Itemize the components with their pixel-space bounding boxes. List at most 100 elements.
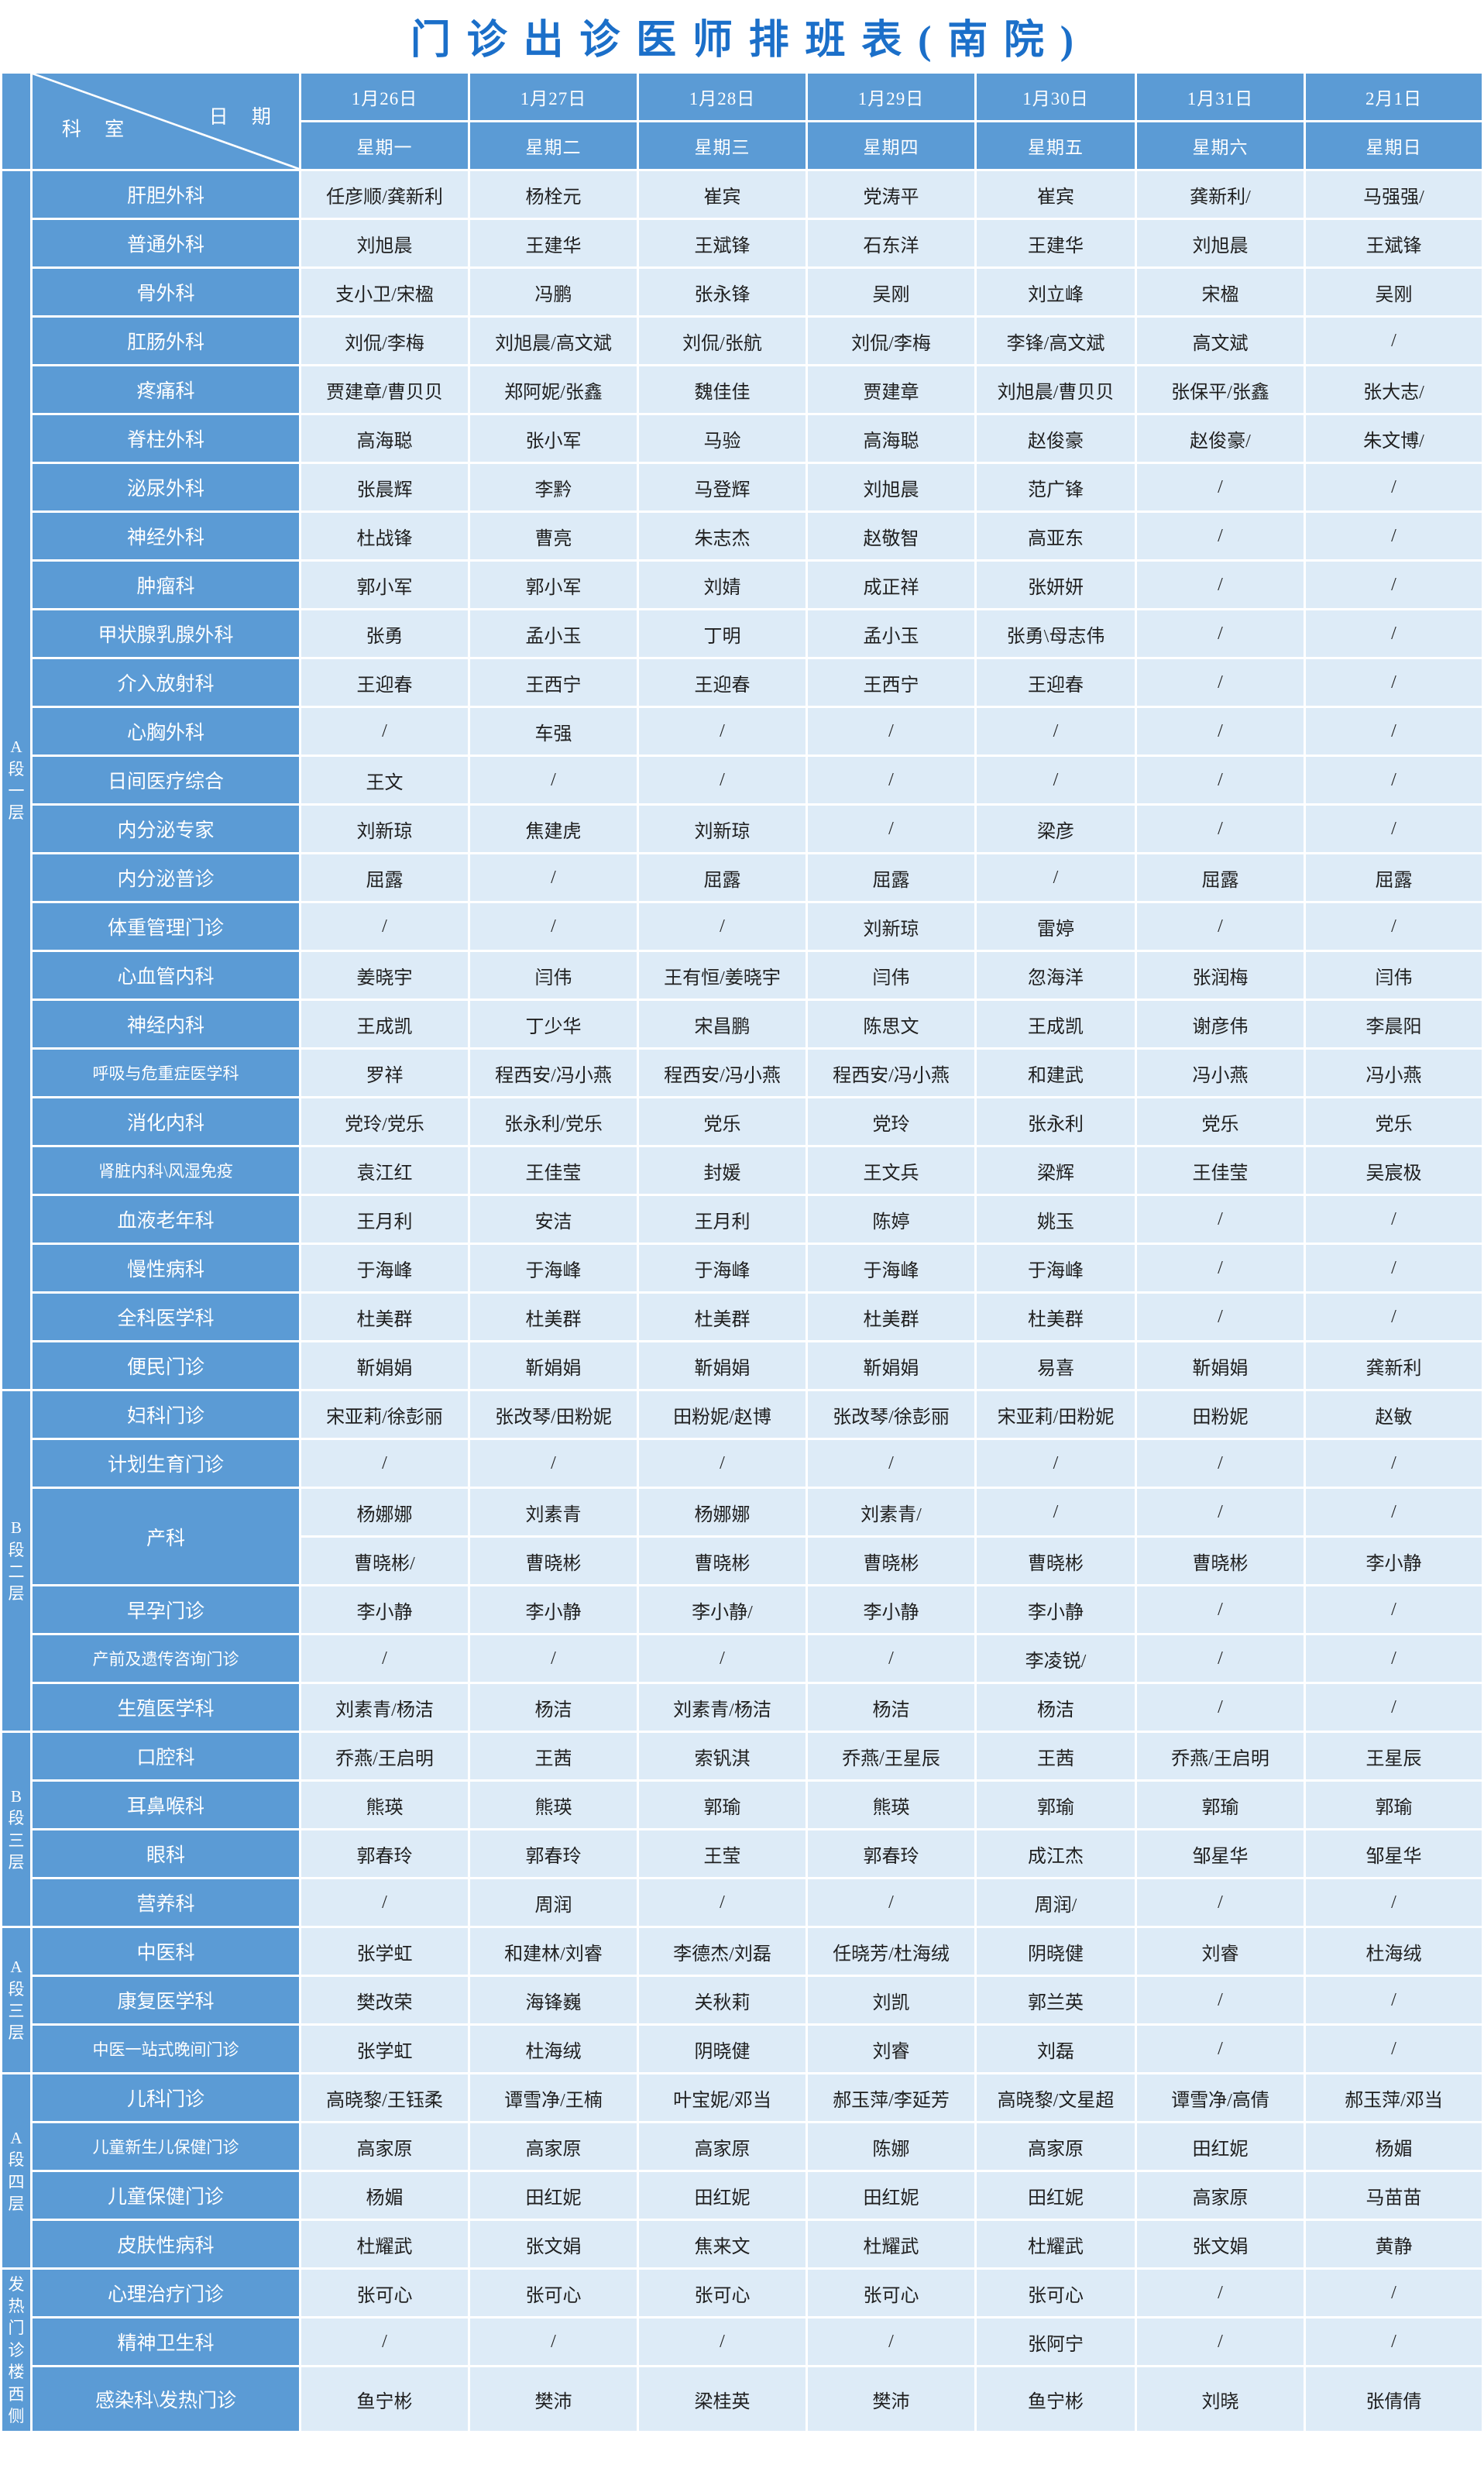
schedule-cell: 刘旭晨/高文斌 xyxy=(470,318,637,364)
schedule-cell: 石东洋 xyxy=(808,220,974,266)
schedule-cell: / xyxy=(1137,562,1304,608)
schedule-cell: / xyxy=(1306,2026,1482,2072)
page-title: 门诊出诊医师排班表(南院) xyxy=(410,18,1090,63)
date-header-cell: 1月27日 xyxy=(470,74,637,120)
dept-cell: 脊柱外科 xyxy=(33,415,299,462)
schedule-cell: 张润梅 xyxy=(1137,952,1304,999)
schedule-cell: 高晓黎/王钰柔 xyxy=(301,2074,468,2121)
schedule-cell: 刘睿 xyxy=(808,2026,974,2072)
schedule-cell: 张学虹 xyxy=(301,1928,468,1975)
schedule-cell: 刘新琼 xyxy=(808,903,974,950)
schedule-cell: 陈婷 xyxy=(808,1196,974,1243)
schedule-cell: 王佳莹 xyxy=(1137,1147,1304,1194)
schedule-row: 计划生育门诊 / / / / / / / xyxy=(2,1440,1482,1487)
schedule-row: 康复医学科 樊改荣 海锋巍 关秋莉 刘凯 郭兰英 / / xyxy=(2,1977,1482,2023)
schedule-cell: 刘旭晨 xyxy=(808,464,974,510)
schedule-cell: 张阿宁 xyxy=(977,2318,1135,2365)
schedule-cell: 朱文博/ xyxy=(1306,415,1482,462)
corner-dept-label: 科 室 xyxy=(61,119,134,141)
dept-cell: 肿瘤科 xyxy=(33,562,299,608)
schedule-row: 呼吸与危重症医学科 罗祥 程西安/冯小燕 程西安/冯小燕 程西安/冯小燕 和建武 冯小燕 冯小… xyxy=(2,1050,1482,1096)
schedule-cell: 屈露 xyxy=(639,854,806,901)
schedule-cell: / xyxy=(1306,610,1482,657)
schedule-cell: 杜战锋 xyxy=(301,513,468,559)
schedule-row: A段 四层 儿科门诊 高晓黎/王钰柔 谭雪净/王楠 叶宝妮/邓当 郝玉萍/李延芳 高晓黎/文… xyxy=(2,2074,1482,2267)
schedule-cell: 李晨阳 xyxy=(1306,1001,1482,1047)
dept-cell: 早孕门诊 xyxy=(33,1586,299,1633)
schedule-cell: 赵俊豪/ xyxy=(1137,415,1304,462)
schedule-cell: 海锋巍 xyxy=(470,1977,637,2023)
schedule-cell: 高晓黎/文星超 xyxy=(977,2074,1135,2121)
schedule-cell: 田红妮 xyxy=(639,2172,806,2219)
schedule-row: 肿瘤科 郭小军 郭小军 刘婧 成正祥 张妍妍 / / xyxy=(2,562,1482,608)
schedule-cell: 张可心 xyxy=(977,2270,1135,2316)
dept-cell: 耳鼻喉科 xyxy=(33,1782,299,1828)
schedule-cell: 范广锋 xyxy=(977,464,1135,510)
schedule-cell: 罗祥 xyxy=(301,1050,468,1096)
dept-cell: 全科医学科 xyxy=(33,1294,299,1340)
schedule-cell: 王西宁 xyxy=(470,659,637,706)
schedule-cell: 于海峰 xyxy=(639,1245,806,1291)
schedule-cell: / xyxy=(977,708,1135,754)
schedule-cell: 刘凯 xyxy=(808,1977,974,2023)
schedule-cell: 高家原 xyxy=(977,2123,1135,2170)
schedule-row: 肾脏内科\风湿免疫 袁江红 王佳莹 封媛 王文兵 梁辉 王佳莹 吴宸极 xyxy=(2,1147,1482,1194)
dept-cell: 日间医疗综合 xyxy=(33,757,299,803)
schedule-cell: 贾建章/曹贝贝 xyxy=(301,366,468,413)
schedule-cell: 党玲 xyxy=(808,1098,974,1145)
schedule-cell: 赵敏 xyxy=(1306,1391,1482,1438)
schedule-cell: 刘旭晨 xyxy=(1137,220,1304,266)
schedule-cell: / xyxy=(1306,708,1482,754)
schedule-cell: 鱼宁彬 xyxy=(977,2367,1135,2431)
dept-cell: 普通外科 xyxy=(33,220,299,266)
schedule-cell: 丁明 xyxy=(639,610,806,657)
schedule-cell: / xyxy=(639,2318,806,2365)
schedule-cell: 刘素青/ xyxy=(808,1489,974,1535)
dept-cell: 泌尿外科 xyxy=(33,464,299,510)
dept-cell: 皮肤性病科 xyxy=(33,2221,299,2267)
schedule-row: 介入放射科 王迎春 王西宁 王迎春 王西宁 王迎春 / / xyxy=(2,659,1482,706)
schedule-cell: 郭瑜 xyxy=(639,1782,806,1828)
schedule-cell: 陈思文 xyxy=(808,1001,974,1047)
dept-cell: 感染科\发热门诊 xyxy=(33,2367,299,2431)
schedule-cell: 张保平/张鑫 xyxy=(1137,366,1304,413)
schedule-cell: / xyxy=(808,2318,974,2365)
weekday-header-cell: 星期一 xyxy=(301,122,468,169)
dept-cell: 中医科 xyxy=(33,1928,299,1975)
date-header-cell: 1月29日 xyxy=(808,74,974,120)
schedule-cell: 马验 xyxy=(639,415,806,462)
schedule-cell: 张学虹 xyxy=(301,2026,468,2072)
dept-cell: 骨外科 xyxy=(33,269,299,315)
schedule-cell: 杨洁 xyxy=(470,1684,637,1731)
schedule-cell: / xyxy=(808,1879,974,1926)
schedule-row: 儿童保健门诊 杨媚 田红妮 田红妮 田红妮 田红妮 高家原 马苗苗 xyxy=(2,2172,1482,2219)
corner-date-label: 日 期 xyxy=(208,107,280,129)
dept-cell: 神经外科 xyxy=(33,513,299,559)
schedule-row: 眼科 郭春玲 郭春玲 王莹 郭春玲 成江杰 邹星华 邹星华 xyxy=(2,1830,1482,1877)
schedule-cell: 邹星华 xyxy=(1137,1830,1304,1877)
schedule-cell: 黄静 xyxy=(1306,2221,1482,2267)
schedule-cell: / xyxy=(808,757,974,803)
schedule-cell: / xyxy=(1306,1879,1482,1926)
corner-diagonal-cell: 科 室 日 期 xyxy=(33,74,299,169)
schedule-cell: / xyxy=(977,757,1135,803)
schedule-cell: / xyxy=(808,806,974,852)
schedule-cell: / xyxy=(1137,1440,1304,1487)
schedule-row: 骨外科 支小卫/宋楹 冯鹏 张永锋 吴刚 刘立峰 宋楹 吴刚 xyxy=(2,269,1482,315)
schedule-cell: 王莹 xyxy=(639,1830,806,1877)
schedule-cell: 郭兰英 xyxy=(977,1977,1135,2023)
schedule-cell: 杨娜娜 xyxy=(639,1489,806,1535)
schedule-cell: / xyxy=(1137,1489,1304,1535)
schedule-cell: 樊改荣 xyxy=(301,1977,468,2023)
group-cell: A段 四层 xyxy=(2,2074,30,2267)
dept-cell: 介入放射科 xyxy=(33,659,299,706)
schedule-cell: 郭春玲 xyxy=(301,1830,468,1877)
schedule-cell: 宋亚莉/田粉妮 xyxy=(977,1391,1135,1438)
schedule-cell: 郭瑜 xyxy=(1137,1782,1304,1828)
schedule-cell: 陈娜 xyxy=(808,2123,974,2170)
schedule-row: A段 三层 中医科 张学虹 和建林/刘睿 李德杰/刘磊 任晓芳/杜海绒 阴晓健 刘睿 杜海绒 xyxy=(2,1928,1482,2072)
schedule-cell: 王成凯 xyxy=(977,1001,1135,1047)
schedule-cell: / xyxy=(639,903,806,950)
schedule-cell: 李小静 xyxy=(808,1586,974,1633)
schedule-cell: / xyxy=(470,854,637,901)
